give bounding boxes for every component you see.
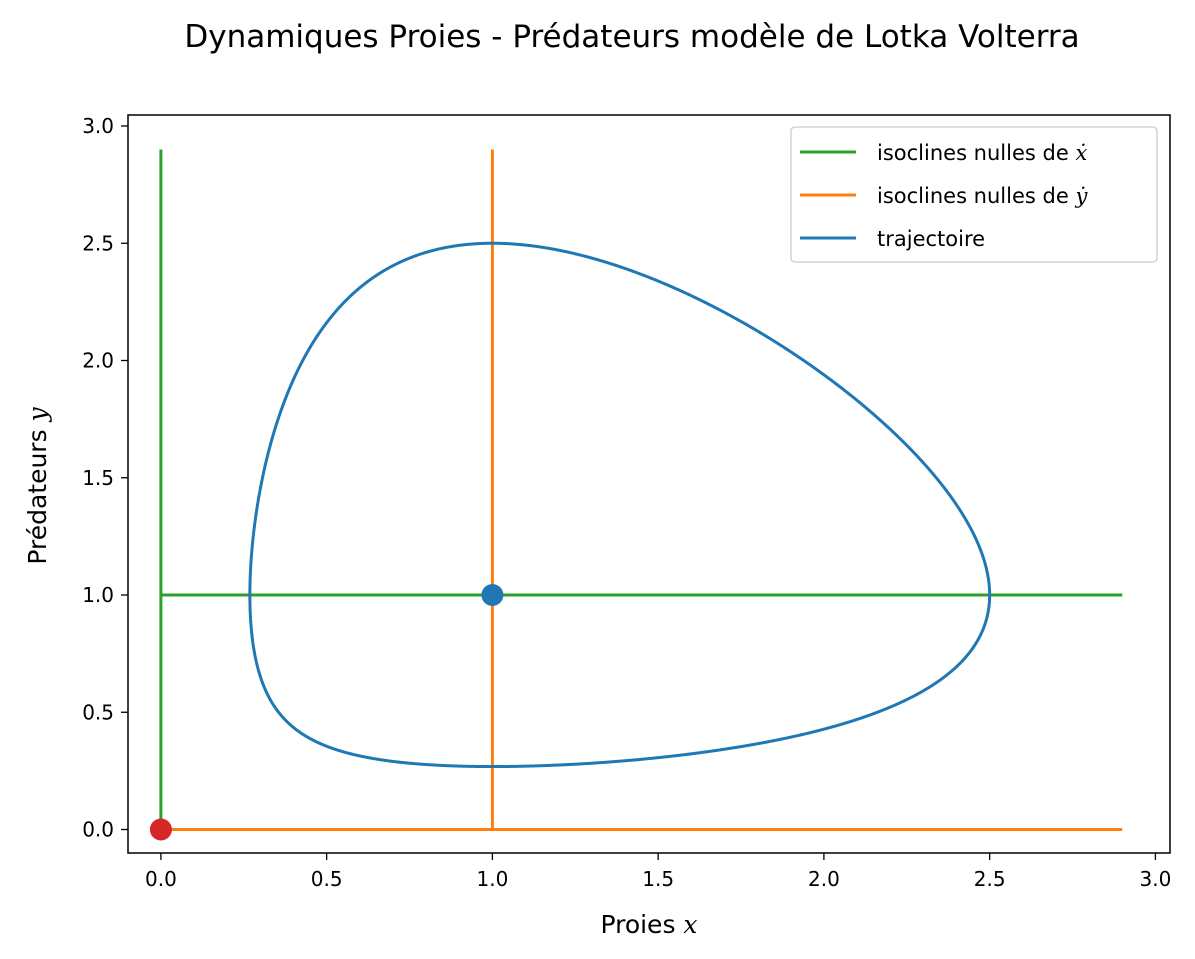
x-tick-label: 1.5 [642, 867, 674, 891]
legend-entry-label: isoclines nulles de ẏ [877, 184, 1088, 208]
legend-box [790, 126, 1158, 263]
chart-title: Dynamiques Proies - Prédateurs modèle de… [184, 19, 1079, 55]
y-axis-label: Prédateurs y [23, 406, 52, 564]
y-tick-label: 1.5 [82, 466, 114, 490]
x-tick-label: 2.0 [808, 867, 840, 891]
legend-entry-label: isoclines nulles de ẋ [877, 141, 1087, 165]
plot-area [149, 149, 1123, 841]
x-tick-label: 2.5 [974, 867, 1006, 891]
trajectory-line [248, 241, 992, 769]
y-tick-label: 2.0 [82, 349, 114, 373]
y-tick-label: 0.5 [82, 700, 114, 724]
x-tick-label: 0.0 [145, 867, 177, 891]
x-axis-label: Proies x [600, 910, 697, 939]
y-tick-label: 0.0 [82, 818, 114, 842]
axes-frame [127, 114, 1171, 854]
legend: isoclines nulles de ẋ isoclines nulles de… [790, 126, 1158, 263]
x-axis: 0.0 0.5 1.0 1.5 2.0 2.5 3.0 [145, 853, 1171, 891]
equilibrium-coexistence-marker [481, 584, 504, 606]
y-tick-label: 2.5 [82, 231, 114, 255]
legend-entry-label: trajectoire [877, 227, 985, 251]
y-tick-label: 1.0 [82, 583, 114, 607]
y-axis: 0.0 0.5 1.0 1.5 2.0 2.5 3.0 [82, 114, 128, 842]
x-tick-label: 1.0 [476, 867, 508, 891]
x-tick-label: 0.5 [311, 867, 343, 891]
equilibrium-origin-marker [149, 818, 172, 841]
x-tick-label: 3.0 [1139, 867, 1171, 891]
y-tick-label: 3.0 [82, 114, 114, 138]
